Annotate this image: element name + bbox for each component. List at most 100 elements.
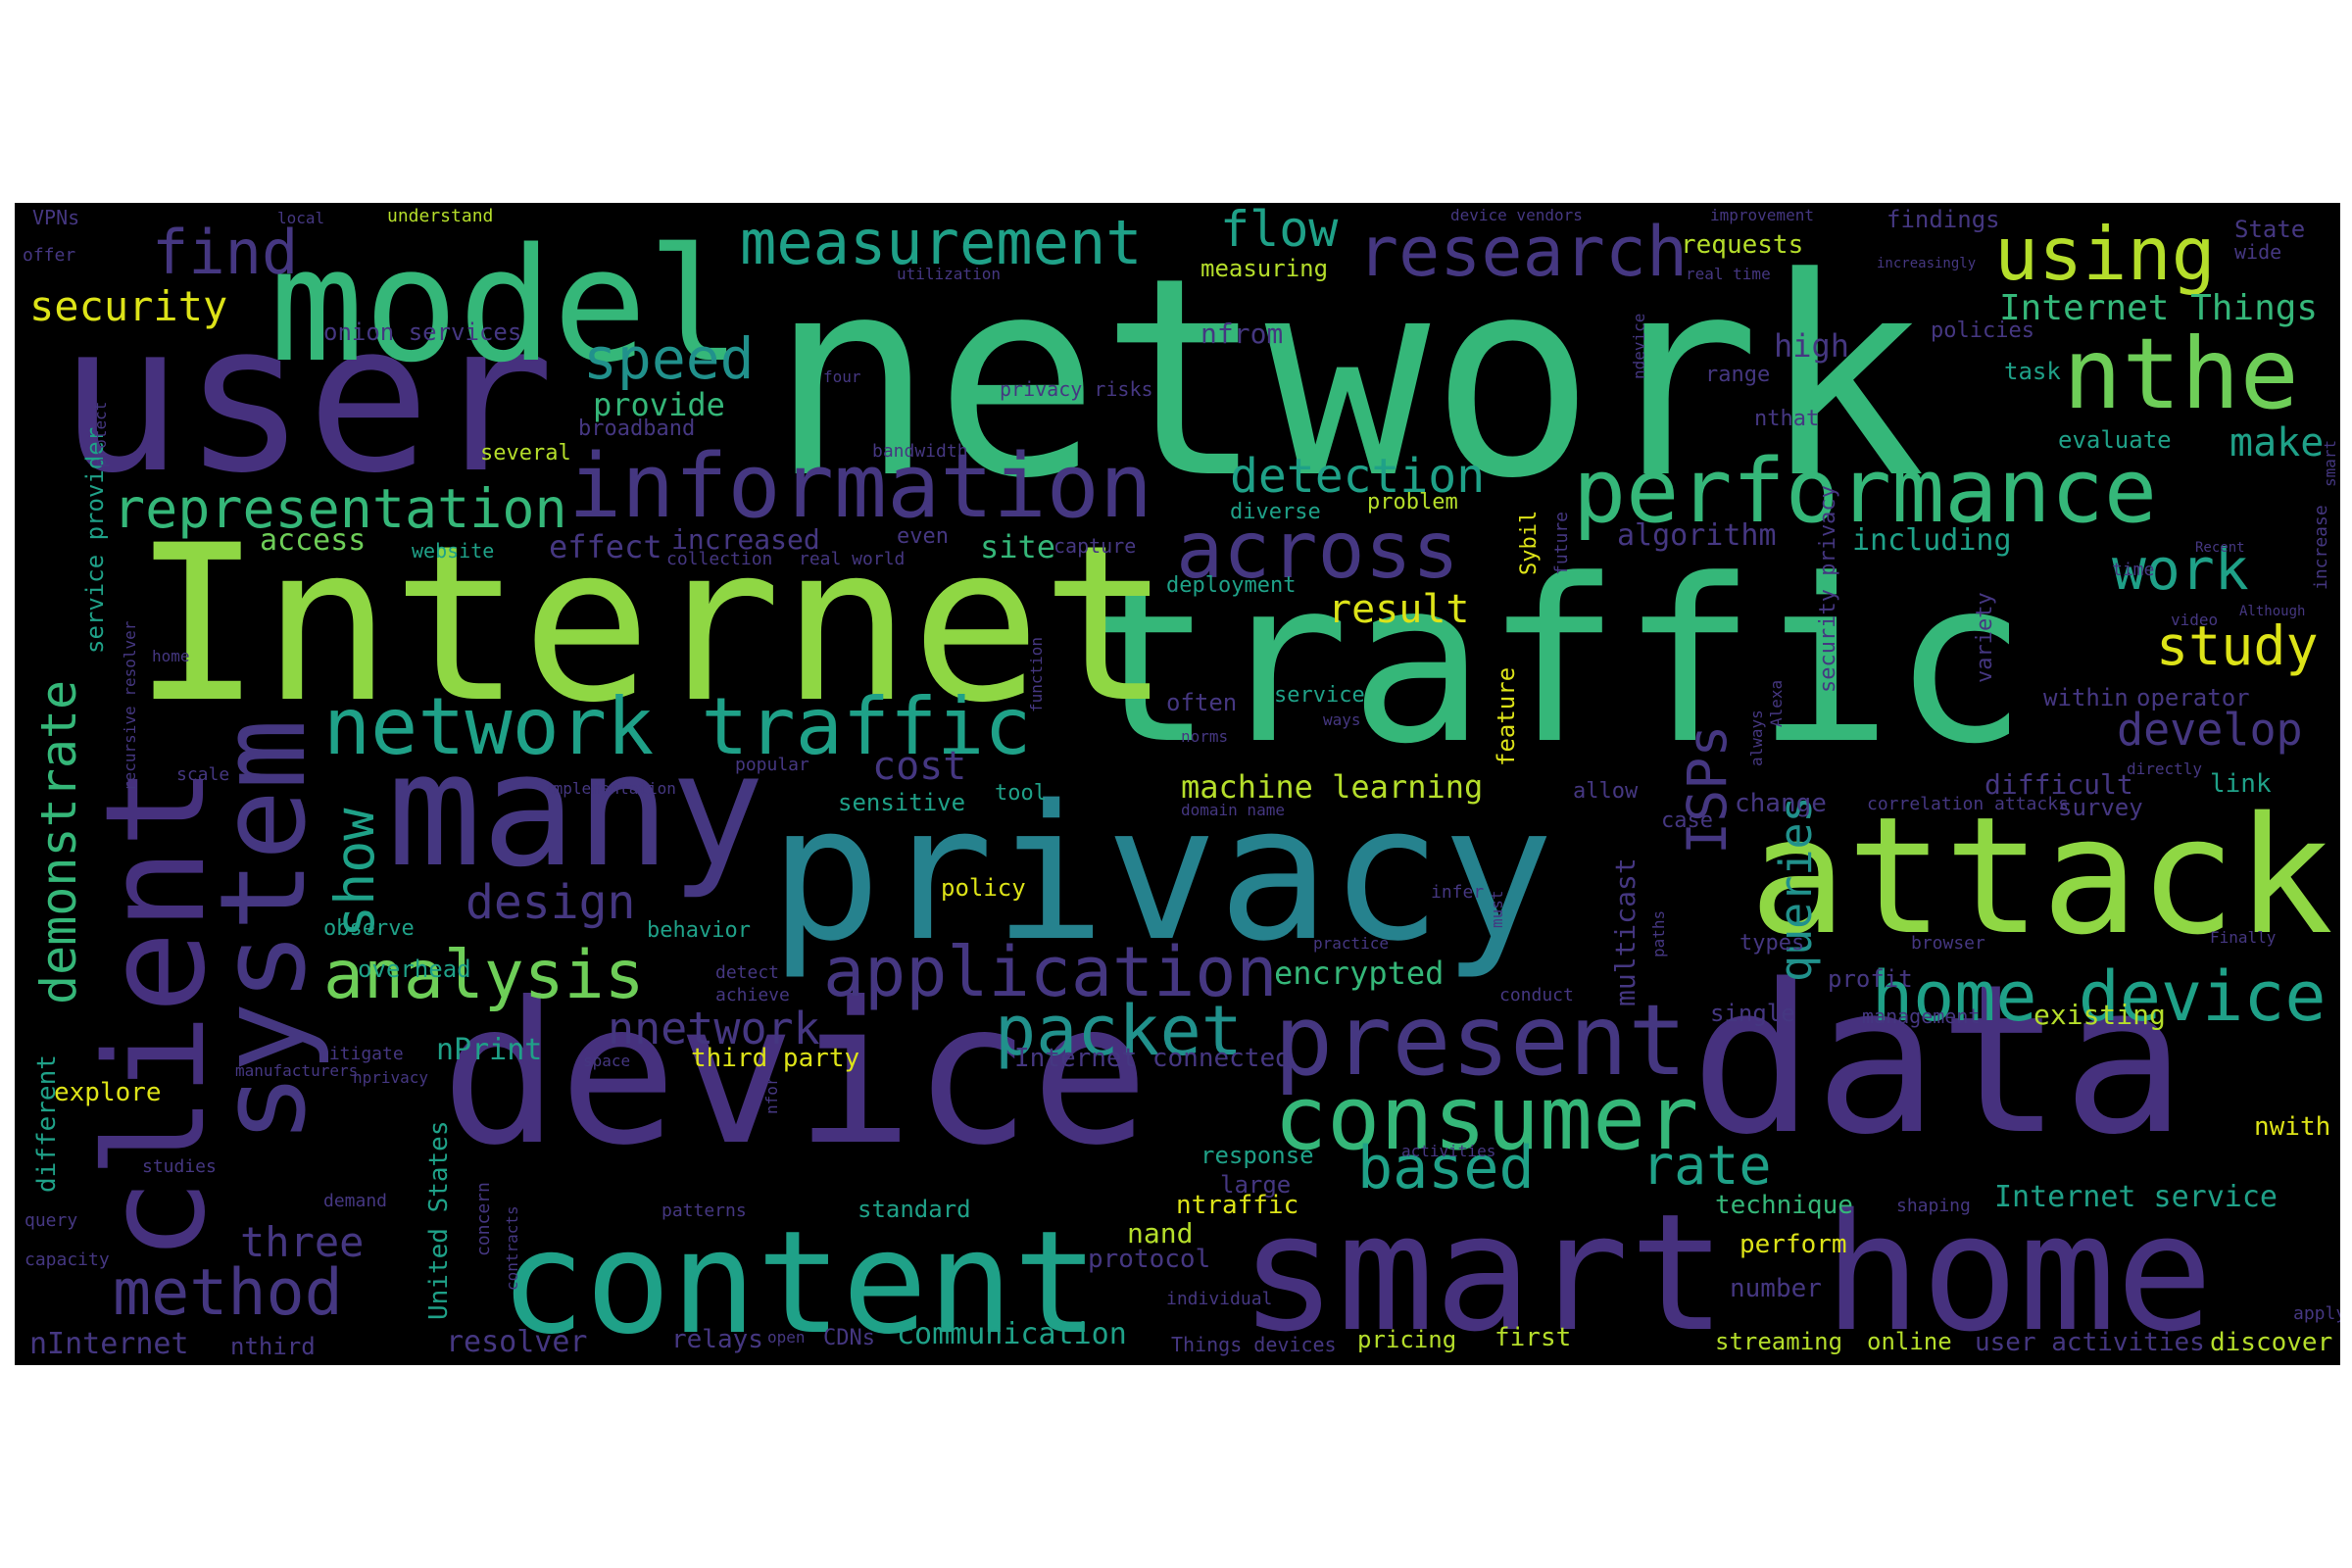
word-website: website (412, 539, 495, 563)
word-method: method (113, 1256, 343, 1330)
word-find: find (152, 217, 299, 288)
word-response: response (1200, 1142, 1314, 1169)
word-result: result (1328, 587, 1470, 632)
word-research: research (1357, 212, 1689, 292)
word-many: many (387, 718, 765, 902)
word-study: study (2156, 614, 2319, 677)
word-problem: problem (1367, 490, 1458, 514)
word-site: site (980, 528, 1056, 565)
word-device-vendors: device vendors (1450, 206, 1583, 224)
word-united-states: United States (424, 1120, 454, 1321)
word-implementation: implementation (544, 779, 676, 798)
word-present: present (1274, 983, 1688, 1098)
word-browser: browser (1911, 933, 1985, 954)
word-deployment: deployment (1166, 573, 1297, 598)
word-local: local (277, 209, 325, 227)
word-case: case (1661, 808, 1713, 833)
word-requests: requests (1681, 230, 1804, 260)
word-nthird: nthird (230, 1333, 316, 1360)
word-nfrom: nfrom (1200, 318, 1284, 350)
word-traffic: traffic (1078, 532, 2029, 794)
word-mitigate: mitigate (318, 1044, 404, 1064)
word-including: including (1852, 523, 2012, 558)
word-relays: relays (671, 1325, 763, 1354)
word-different: different (32, 1054, 62, 1193)
word-information: information (568, 435, 1153, 538)
word-variety: variety (1973, 592, 1997, 683)
word-feature: feature (1493, 666, 1520, 766)
word-improvement: improvement (1710, 206, 1814, 224)
word-privacy: privacy (769, 765, 1554, 982)
word-survey: survey (2058, 794, 2143, 821)
word-three: three (240, 1218, 365, 1266)
word-online: online (1867, 1328, 1952, 1355)
word-resolver: resolver (446, 1325, 588, 1359)
word-user-activities: user activities (1975, 1328, 2205, 1357)
word-finally: Finally (2210, 928, 2277, 947)
word-things-devices: Things devices (1171, 1333, 1337, 1356)
word-increase: increase (2311, 505, 2331, 590)
word-multicast: multicast (1609, 858, 1642, 1006)
word-always: always (1747, 710, 1766, 766)
word-discover: discover (2210, 1328, 2333, 1357)
word-security: security (29, 282, 228, 330)
word-model: model (270, 214, 742, 397)
word-concern: concern (473, 1182, 494, 1256)
word-encrypted: encrypted (1274, 955, 1445, 992)
word-access: access (260, 523, 367, 558)
word-understand: understand (387, 206, 494, 226)
word-patterns: patterns (662, 1200, 747, 1221)
word-shaping: shaping (1896, 1196, 1971, 1216)
word-alexa: Alexa (1767, 679, 1786, 727)
word-network-traffic: network traffic (323, 681, 1032, 772)
word-norms: norms (1181, 727, 1229, 746)
word-open: open (767, 1328, 806, 1347)
word-behavior: behavior (647, 918, 751, 943)
word-data: data (1690, 940, 2186, 1180)
word-internet-connected: Internet connected (1014, 1044, 1291, 1073)
word-performance: performance (1573, 440, 2158, 543)
word-recent: Recent (2195, 540, 2245, 556)
word-design: design (466, 875, 636, 930)
word-change: change (1735, 789, 1827, 818)
word-manufacturers: manufacturers (235, 1061, 359, 1080)
word-offer: offer (23, 245, 76, 266)
word-technique: technique (1715, 1191, 1853, 1220)
word-achieve: achieve (715, 985, 790, 1005)
word-activities: activities (1401, 1142, 1496, 1160)
word-paths: paths (1649, 909, 1668, 957)
word-consumer: consumer (1274, 1067, 1699, 1170)
word-correlation-attacks: correlation attacks (1867, 794, 2069, 814)
word-protect: protect (91, 401, 110, 467)
word-analysis: analysis (323, 937, 645, 1014)
word-develop: develop (2117, 704, 2303, 756)
word-broadband: broadband (578, 416, 696, 441)
word-rate: rate (1642, 1134, 1772, 1197)
word-popular: popular (735, 755, 809, 775)
word-flow: flow (1220, 203, 1339, 258)
word-demonstrate: demonstrate (30, 679, 87, 1004)
word-machine-learning: machine learning (1181, 768, 1484, 806)
word-make: make (2230, 420, 2325, 466)
word-nprint: nPrint (436, 1033, 543, 1067)
word-high: high (1774, 327, 1850, 365)
word-attack: attack (1749, 782, 2334, 970)
word-studies: studies (142, 1156, 217, 1177)
word-explore: explore (54, 1078, 162, 1107)
word-sensitive: sensitive (838, 789, 966, 816)
word-domain-name: domain name (1181, 801, 1285, 819)
word-ways: ways (1323, 710, 1361, 729)
word-time: time (2112, 560, 2155, 580)
word-future: future (1551, 511, 1572, 575)
word-work: work (2112, 536, 2249, 603)
word-difficult: difficult (1984, 768, 2133, 801)
word-operator: operator (2136, 684, 2250, 711)
word-using: using (1994, 211, 2216, 297)
word-query: query (24, 1210, 78, 1231)
word-state: State (2234, 216, 2306, 243)
word-diverse: diverse (1230, 500, 1321, 524)
word-policies: policies (1931, 318, 2034, 343)
word-cost: cost (872, 744, 967, 789)
word-first: first (1494, 1323, 1572, 1352)
word-allow: allow (1573, 779, 1639, 804)
